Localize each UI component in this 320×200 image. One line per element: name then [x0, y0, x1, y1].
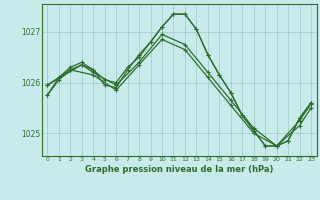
X-axis label: Graphe pression niveau de la mer (hPa): Graphe pression niveau de la mer (hPa)	[85, 165, 273, 174]
